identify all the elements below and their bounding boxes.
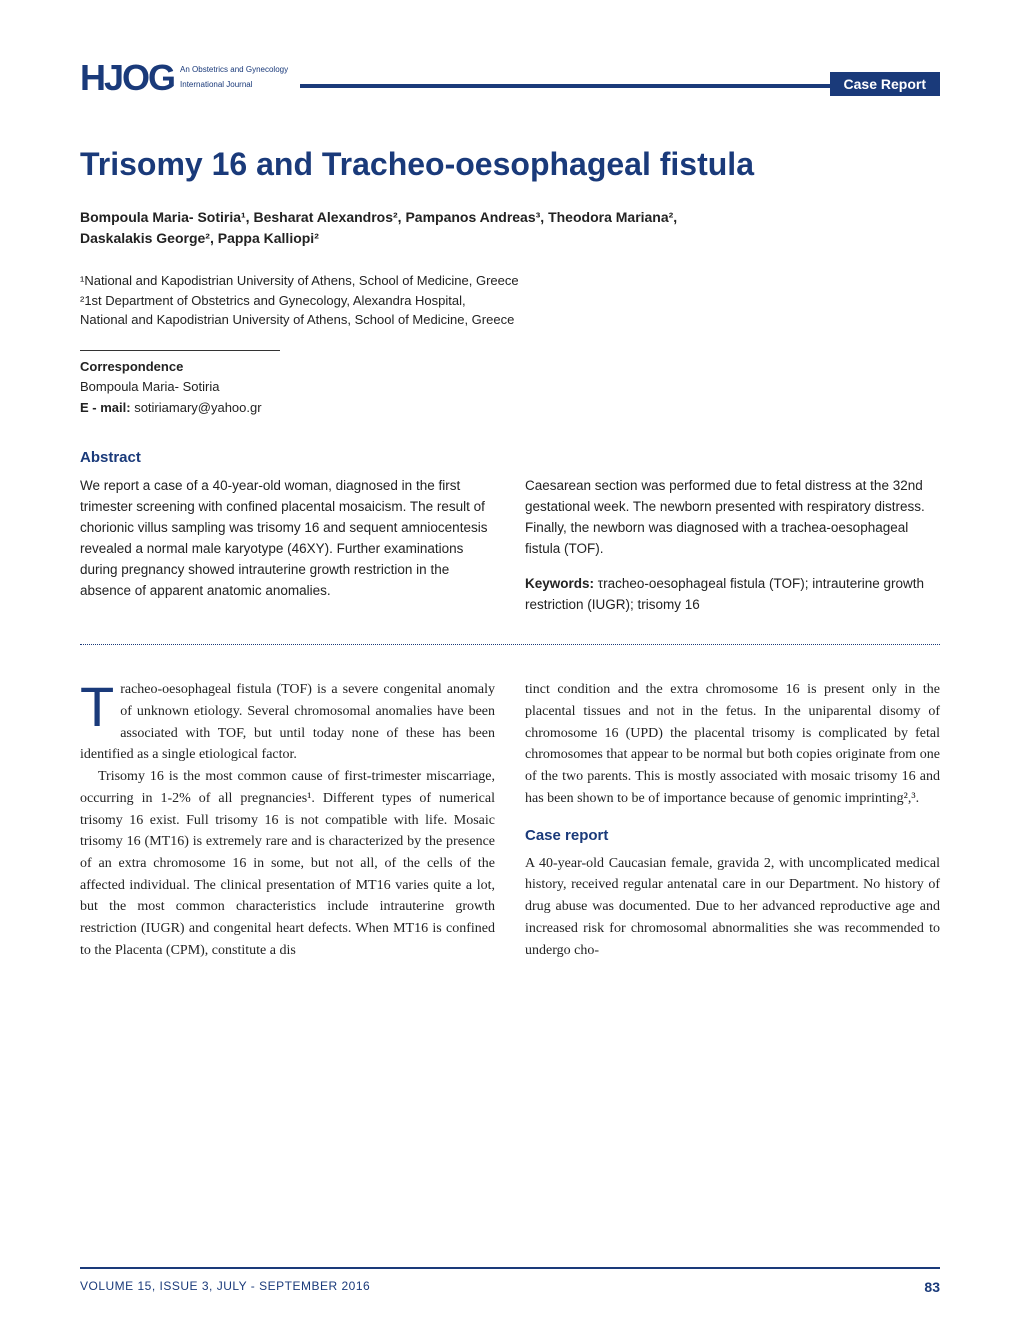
body-p1: Tracheo-oesophageal fistula (TOF) is a s…	[80, 679, 495, 766]
page-footer: VOLUME 15, ISSUE 3, JULY - SEPTEMBER 201…	[80, 1267, 940, 1295]
affiliation-1: ¹National and Kapodistrian University of…	[80, 271, 940, 291]
abstract-body: We report a case of a 40-year-old woman,…	[80, 476, 940, 623]
correspondence-heading: Correspondence	[80, 357, 940, 378]
correspondence-name: Bompoula Maria- Sotiria	[80, 377, 940, 398]
affiliations: ¹National and Kapodistrian University of…	[80, 271, 940, 330]
journal-logo: HJOG An Obstetrics and Gynecology Intern…	[80, 60, 288, 96]
footer-row: VOLUME 15, ISSUE 3, JULY - SEPTEMBER 201…	[80, 1279, 940, 1295]
authors-line-1: Bompoula Maria- Sotiria¹, Besharat Alexa…	[80, 207, 940, 228]
logo-subtitle: An Obstetrics and Gynecology Internation…	[180, 60, 288, 90]
keywords-label: Keywords:	[525, 576, 594, 591]
article-body: Tracheo-oesophageal fistula (TOF) is a s…	[80, 679, 940, 961]
body-p4: A 40-year-old Caucasian female, gravida …	[525, 853, 940, 961]
article-title: Trisomy 16 and Tracheo-oesophageal fistu…	[80, 146, 940, 183]
abstract-keywords: Keywords: τracheo-oesophageal fistula (T…	[525, 574, 940, 616]
page-number: 83	[924, 1279, 940, 1295]
abstract-heading: Abstract	[80, 449, 940, 466]
body-p3: tinct condition and the extra chromosome…	[525, 679, 940, 809]
email-label: E - mail:	[80, 400, 131, 415]
email-value: sotiriamary@yahoo.gr	[134, 400, 261, 415]
logo-sub-line1: An Obstetrics and Gynecology	[180, 66, 288, 75]
body-p2: Trisomy 16 is the most common cause of f…	[80, 766, 495, 961]
authors-line-2: Daskalakis George², Pappa Kalliopi²	[80, 228, 940, 249]
correspondence-rule	[80, 350, 280, 351]
affiliation-2a: ²1st Department of Obstetrics and Gyneco…	[80, 291, 940, 311]
logo-sub-line2: International Journal	[180, 81, 288, 90]
issue-info: VOLUME 15, ISSUE 3, JULY - SEPTEMBER 201…	[80, 1279, 370, 1295]
abstract-p2: Caesarean section was performed due to f…	[525, 476, 940, 560]
case-report-heading: Case report	[525, 824, 940, 847]
author-list: Bompoula Maria- Sotiria¹, Besharat Alexa…	[80, 207, 940, 249]
correspondence-email-row: E - mail: sotiriamary@yahoo.gr	[80, 398, 940, 419]
article-type-badge: Case Report	[830, 72, 940, 96]
section-divider	[80, 644, 940, 645]
correspondence-block: Correspondence Bompoula Maria- Sotiria E…	[80, 357, 940, 419]
dropcap: T	[80, 679, 120, 731]
body-p1-text: racheo-oesophageal fistula (TOF) is a se…	[80, 682, 495, 762]
badge-wrap: Case Report	[288, 72, 940, 96]
footer-rule	[80, 1267, 940, 1269]
abstract-p1: We report a case of a 40-year-old woman,…	[80, 476, 495, 602]
affiliation-2b: National and Kapodistrian University of …	[80, 310, 940, 330]
page-header: HJOG An Obstetrics and Gynecology Intern…	[80, 60, 940, 96]
logo-wordmark: HJOG	[80, 60, 174, 96]
